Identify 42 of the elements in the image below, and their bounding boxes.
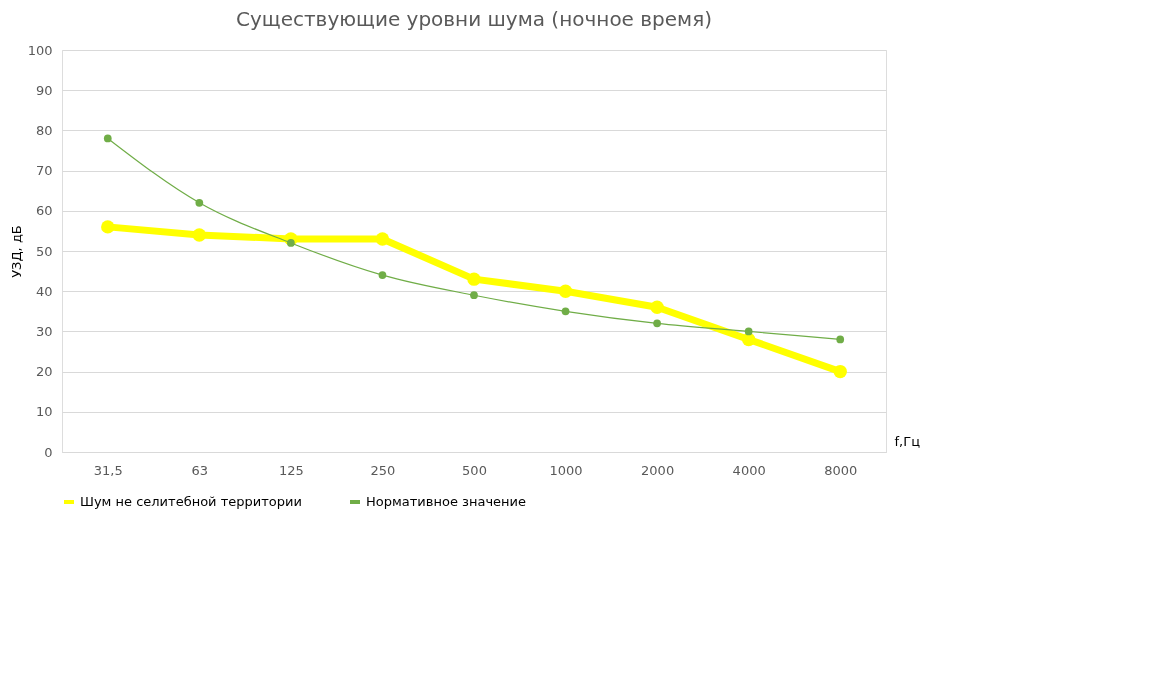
y-axis-title: УЗД, дБ [8,225,24,278]
point [467,272,481,286]
x-tick-label: 31,5 [93,462,123,478]
point [101,220,115,234]
x-tick-label: 4000 [732,462,766,478]
point [378,271,387,279]
chart-title: Существующие уровни шума (ночное время) [236,7,712,31]
point [650,300,664,314]
point [470,291,478,300]
x-tick-label: 1000 [549,462,583,478]
y-tick-label: 20 [35,364,53,380]
x-tick-label: 63 [191,462,209,478]
y-tick-label: 100 [27,42,53,58]
x-tick-label: 125 [278,462,304,478]
y-tick-label: 30 [35,323,53,339]
y-tick-label: 0 [44,444,53,460]
y-tick-label: 10 [35,404,53,420]
legend-label: Нормативное значение [366,494,527,509]
legend-label: Шум не селитебной территории [80,494,302,509]
x-tick-label: 500 [462,462,487,478]
x-axis-title: f,Гц [894,433,921,449]
point [741,332,756,347]
y-tick-label: 50 [35,243,53,259]
y-tick-label: 60 [35,203,53,219]
point [836,335,845,344]
point [103,134,112,143]
y-tick-label: 70 [35,163,53,179]
point [287,239,295,247]
point [833,364,847,379]
point [558,284,573,298]
point [561,307,570,316]
x-tick-label: 250 [370,462,396,478]
point [744,327,753,336]
x-tick-label: 2000 [641,462,675,478]
x-tick-label: 8000 [824,462,858,478]
y-tick-label: 40 [35,283,53,299]
point [192,228,207,242]
point [653,319,661,328]
y-tick-label: 90 [35,82,53,98]
point [375,232,390,246]
point [195,198,204,207]
y-tick-label: 80 [35,122,53,138]
